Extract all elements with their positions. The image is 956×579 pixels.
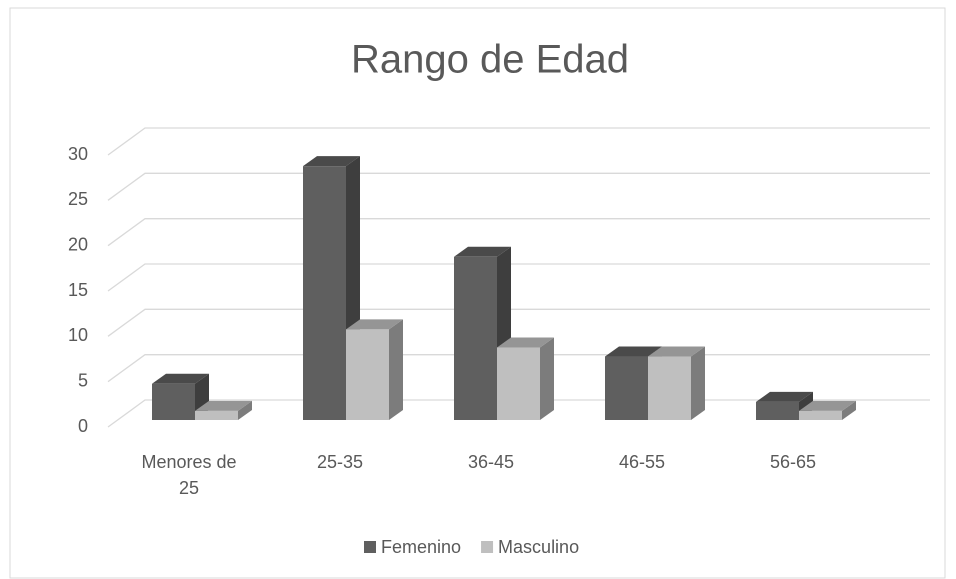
bar-front — [195, 410, 238, 420]
grid-line — [107, 172, 930, 201]
y-tick-label: 20 — [68, 234, 88, 254]
grid-line — [107, 218, 930, 247]
bar — [303, 156, 360, 420]
bar-front — [303, 166, 346, 420]
bar-top — [195, 400, 252, 411]
y-tick-label: 5 — [78, 370, 88, 390]
y-tick-label: 15 — [68, 280, 88, 300]
bar-front — [648, 356, 691, 420]
bar-side — [540, 337, 554, 420]
bar-side — [389, 319, 403, 420]
x-tick-label-line: Menores de — [141, 452, 236, 472]
legend-swatch — [481, 541, 494, 553]
bar-front — [454, 256, 497, 420]
bar-top — [648, 346, 705, 357]
legend-label: Femenino — [381, 537, 461, 557]
bar-side — [238, 400, 252, 420]
bar — [799, 400, 856, 420]
grid-line — [107, 308, 930, 337]
bar-front — [152, 383, 195, 420]
bar-top — [454, 246, 511, 257]
x-tick-label: 25-35 — [317, 452, 363, 472]
legend-swatch — [364, 541, 376, 553]
y-tick-label: 10 — [68, 325, 88, 345]
bar-front — [346, 329, 389, 420]
bar-top — [346, 319, 403, 330]
x-tick-label: Menores de 25 — [141, 452, 236, 498]
x-tick-label: 46-55 — [619, 452, 665, 472]
bar — [497, 337, 554, 420]
bar-top — [756, 391, 813, 402]
bar-top — [152, 373, 209, 384]
bar — [195, 400, 252, 420]
y-tick-label: 25 — [68, 189, 88, 209]
grid-line — [107, 127, 930, 156]
x-tick-label: 56-65 — [770, 452, 816, 472]
bar-top — [605, 346, 662, 357]
bar-side — [842, 400, 856, 420]
y-tick-label: 0 — [78, 416, 88, 436]
chart-title: Rango de Edad — [351, 38, 629, 82]
bar — [648, 346, 705, 420]
bar-front — [756, 401, 799, 420]
bar-top — [303, 156, 360, 167]
y-tick-label: 30 — [68, 144, 88, 164]
bar — [346, 319, 403, 420]
grid-line — [107, 263, 930, 292]
bar-top — [799, 400, 856, 411]
legend-label: Masculino — [498, 537, 579, 557]
bar-front — [799, 410, 842, 420]
bar-front — [605, 356, 648, 420]
bar-side — [691, 346, 705, 420]
bar-top — [497, 337, 554, 348]
bar-front — [497, 347, 540, 420]
x-tick-label-line: 25 — [179, 478, 199, 498]
x-tick-label: 36-45 — [468, 452, 514, 472]
